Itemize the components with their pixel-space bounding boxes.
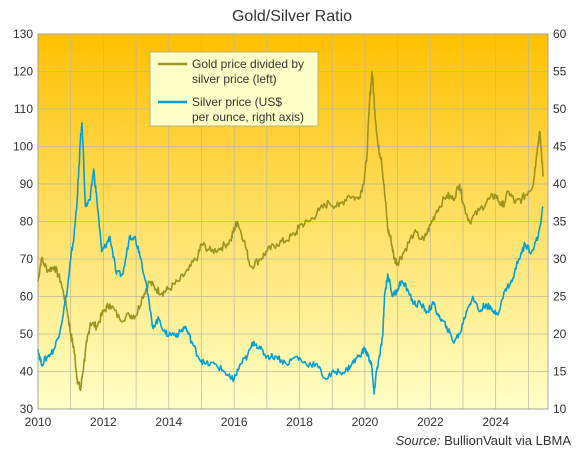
right-axis-tick-label: 15: [553, 365, 567, 379]
right-axis-tick-label: 20: [553, 327, 567, 341]
left-axis-tick-label: 80: [20, 215, 34, 229]
axis-labels: 30 40 50 60 70 80 90 100 110 120 130 10 15 20 25 30 35 40…: [13, 27, 567, 429]
x-axis-tick-label: 2020: [352, 415, 379, 429]
right-axis-tick-label: 35: [553, 215, 567, 229]
left-axis-tick-label: 30: [20, 402, 34, 416]
right-axis-tick-label: 55: [553, 65, 567, 79]
chart-title: Gold/Silver Ratio: [232, 8, 352, 25]
left-axis-tick-label: 90: [20, 177, 34, 191]
left-axis-tick-label: 100: [13, 140, 33, 154]
x-axis-tick-label: 2016: [221, 415, 248, 429]
source-text: BullionVault via LBMA: [444, 433, 571, 448]
x-axis-tick-label: 2010: [25, 415, 52, 429]
plot-frame: [37, 33, 549, 410]
right-axis-tick-label: 10: [553, 402, 567, 416]
right-axis-tick-label: 50: [553, 102, 567, 116]
x-axis-tick-label: 2012: [90, 415, 117, 429]
legend-label-silver-price: Silver price (US$ per ounce, right axis): [192, 95, 304, 124]
left-axis-tick-label: 50: [20, 327, 34, 341]
x-axis-tick-label: 2018: [286, 415, 313, 429]
x-axis-tick-label: 2014: [155, 415, 182, 429]
series-line-silver-price: [37, 122, 544, 395]
right-axis-tick-label: 25: [553, 290, 567, 304]
legend: Gold price divided by silver price (left)…: [149, 51, 319, 127]
x-axis-tick-label: 2024: [482, 415, 509, 429]
left-axis-tick-label: 110: [14, 102, 33, 116]
left-axis-tick-label: 120: [13, 65, 33, 79]
right-axis-tick-label: 40: [553, 177, 567, 191]
source-note: Source: BullionVault via LBMA: [396, 433, 571, 448]
left-axis-tick-label: 60: [20, 290, 34, 304]
left-axis-tick-label: 70: [20, 252, 34, 266]
right-axis-tick-label: 30: [553, 252, 567, 266]
left-axis-tick-label: 40: [20, 365, 34, 379]
right-axis-tick-label: 45: [553, 140, 567, 154]
right-axis-tick-label: 60: [553, 27, 567, 41]
series-layer: [37, 70, 544, 395]
series-line-gold-silver-ratio: [37, 70, 544, 392]
left-axis-tick-label: 130: [13, 27, 33, 41]
x-axis-tick-label: 2022: [417, 415, 444, 429]
source-label: Source:: [395, 433, 441, 448]
legend-label-gold-ratio: Gold price divided by silver price (left): [192, 57, 304, 86]
